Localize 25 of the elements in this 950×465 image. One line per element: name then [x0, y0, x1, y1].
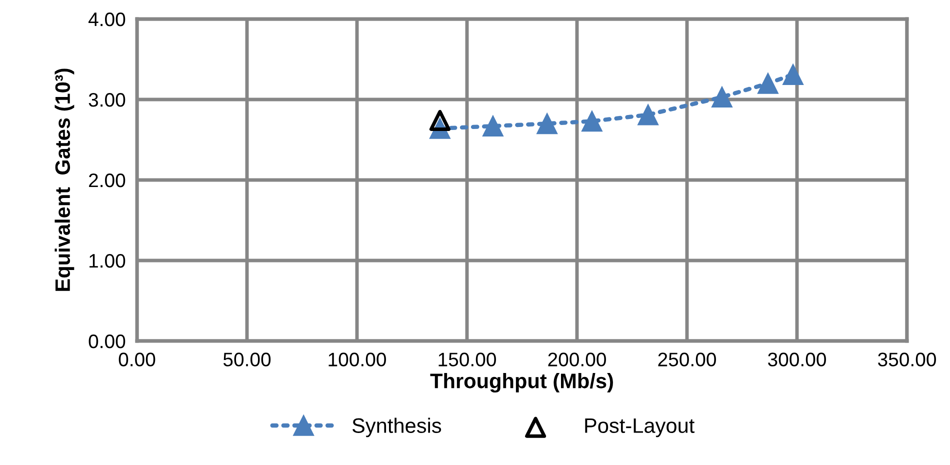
x-tick-label: 350.00 — [878, 352, 936, 366]
y-tick-label: 4.00 — [88, 12, 126, 26]
point — [758, 72, 778, 94]
x-tick-label: 250.00 — [658, 352, 716, 366]
y-tick-label: 0.00 — [88, 334, 126, 348]
x-axis-title: Throughput (Mb/s) — [430, 373, 613, 393]
x-tick-label: 50.00 — [223, 352, 271, 366]
legend-label: Synthesis — [352, 418, 442, 438]
y-tick-label: 1.00 — [90, 254, 126, 268]
point — [536, 113, 558, 134]
y-axis-title: Equivalent Gates (10³) — [54, 68, 74, 291]
x-tick-label: 100.00 — [328, 352, 386, 366]
x-tick-label: 300.00 — [768, 352, 826, 366]
point — [782, 64, 804, 85]
x-tick-label: 0.00 — [118, 352, 156, 366]
point — [482, 116, 504, 136]
y-tick-label: 3.00 — [88, 92, 126, 107]
x-tick-label: 150.00 — [438, 352, 496, 366]
y-tick-label: 2.00 — [89, 173, 126, 188]
point — [638, 104, 658, 126]
legend-label: Post-Layout — [585, 418, 695, 438]
x-tick-label: 200.00 — [548, 352, 606, 366]
point — [712, 86, 732, 108]
point — [582, 110, 602, 132]
point — [429, 110, 450, 131]
